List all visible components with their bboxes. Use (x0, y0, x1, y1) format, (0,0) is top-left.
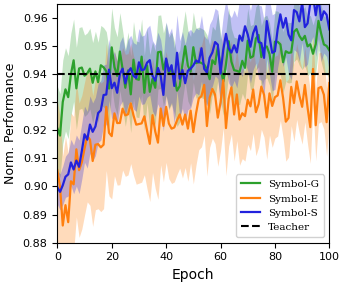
Line: Symbol-S: Symbol-S (57, 0, 329, 192)
X-axis label: Epoch: Epoch (172, 268, 215, 282)
Symbol-G (126, 69, 130, 72)
Symbol-G (221, 80, 225, 83)
Symbol-G (262, 46, 266, 50)
Symbol-E (248, 105, 252, 108)
Symbol-E (77, 168, 81, 172)
Symbol-G (327, 49, 331, 52)
Symbol-S (248, 45, 252, 48)
Symbol-G (183, 45, 187, 48)
Teacher (55, 73, 60, 76)
Symbol-G (248, 56, 252, 59)
Symbol-S (55, 186, 60, 189)
Symbol-S (262, 56, 266, 59)
Symbol-E (126, 113, 130, 116)
Symbol-S (58, 190, 62, 194)
Symbol-G (55, 126, 60, 130)
Symbol-S (221, 48, 225, 52)
Symbol-E (262, 93, 266, 96)
Symbol-G (316, 19, 321, 23)
Line: Symbol-E: Symbol-E (57, 69, 329, 226)
Symbol-E (183, 113, 187, 116)
Symbol-E (221, 78, 225, 82)
Symbol-E (61, 224, 65, 227)
Teacher (58, 73, 62, 76)
Symbol-E (55, 168, 60, 172)
Symbol-G (58, 134, 62, 137)
Symbol-S (327, 28, 331, 31)
Symbol-S (126, 70, 130, 74)
Symbol-E (311, 67, 315, 71)
Line: Symbol-G: Symbol-G (57, 21, 329, 136)
Y-axis label: Norm. Performance: Norm. Performance (4, 63, 17, 184)
Symbol-S (77, 165, 81, 168)
Symbol-S (183, 82, 187, 85)
Symbol-E (327, 81, 331, 85)
Legend: Symbol-G, Symbol-E, Symbol-S, Teacher: Symbol-G, Symbol-E, Symbol-S, Teacher (236, 174, 324, 237)
Symbol-G (77, 67, 81, 70)
